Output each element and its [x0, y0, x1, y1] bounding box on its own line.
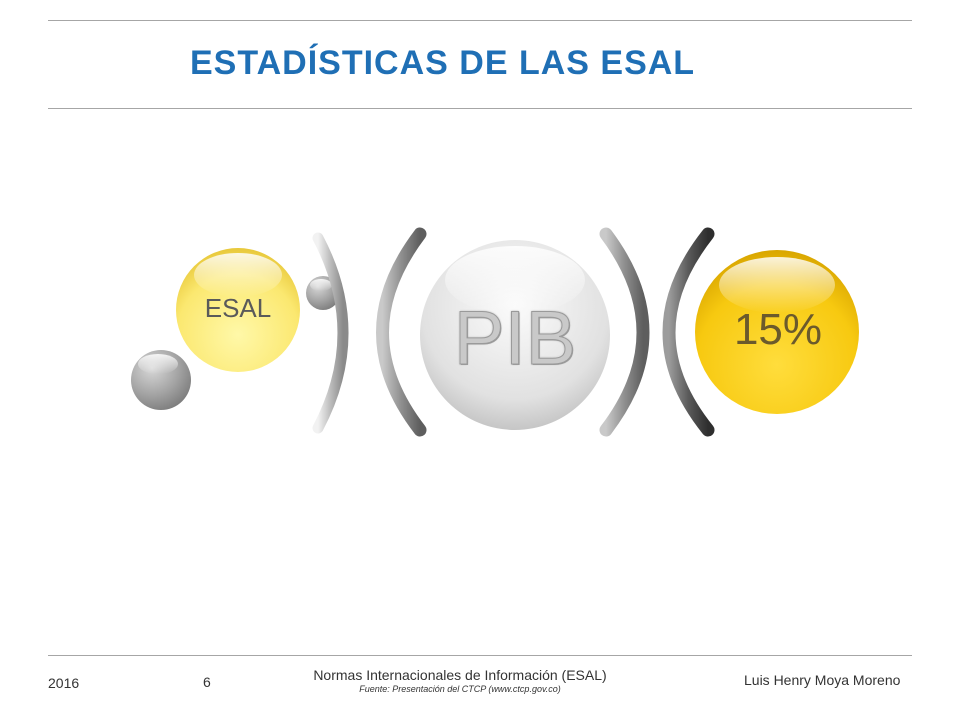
percentage-circle: [695, 250, 859, 414]
left-bracket-arcs: [312, 227, 427, 437]
slide-title: ESTADÍSTICAS DE LAS ESAL: [190, 44, 696, 82]
right-bracket-arcs: [599, 227, 715, 437]
gray-circle-large: [131, 350, 191, 410]
footer-center: Normas Internacionales de Información (E…: [300, 667, 620, 694]
footer-course-title: Normas Internacionales de Información (E…: [313, 667, 607, 683]
footer-source: Fuente: Presentación del CTCP (www.ctcp.…: [359, 684, 561, 694]
esal-label: ESAL: [204, 293, 272, 323]
pib-label: PIB: [453, 296, 577, 382]
footer-author: Luis Henry Moya Moreno: [744, 672, 901, 688]
esal-circle: [176, 248, 300, 372]
footer-year: 2016: [48, 675, 80, 691]
percentage-label: 15%: [733, 305, 823, 354]
footer-rule: [48, 655, 912, 656]
title-rule: [48, 108, 912, 109]
top-rule: [48, 20, 912, 21]
page-number: 6: [203, 674, 211, 690]
pib-circle: [420, 240, 610, 430]
